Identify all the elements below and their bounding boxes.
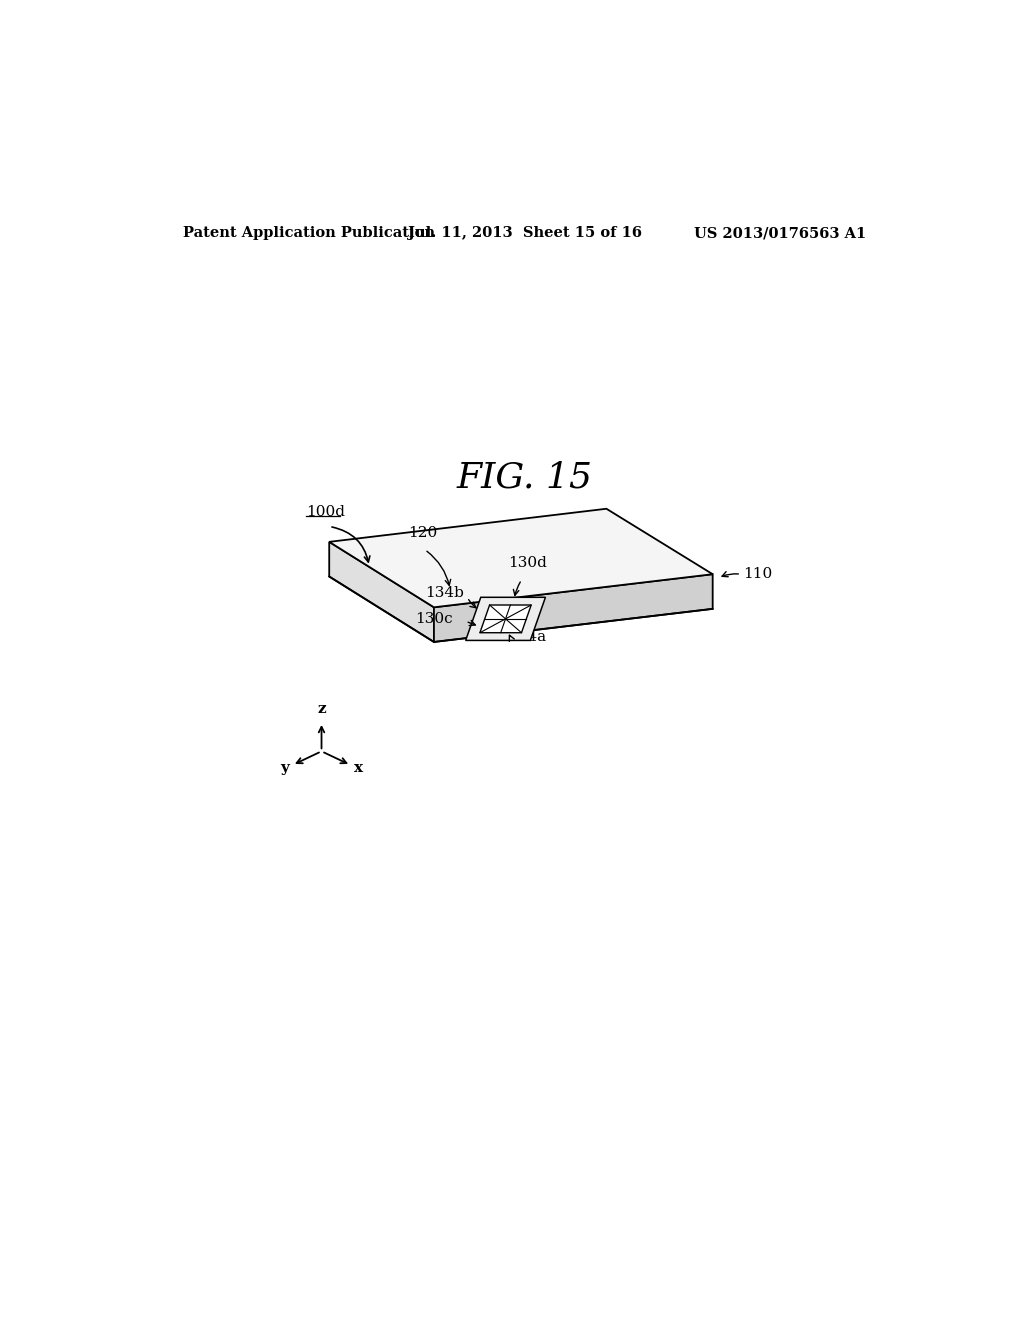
Polygon shape [330,543,434,642]
Polygon shape [480,605,531,632]
Text: FIG. 15: FIG. 15 [457,461,593,495]
Text: 120: 120 [408,525,437,540]
Polygon shape [434,574,713,642]
Text: z: z [317,702,326,715]
Polygon shape [466,598,546,640]
Polygon shape [330,508,713,607]
Text: Patent Application Publication: Patent Application Publication [183,226,435,240]
Text: US 2013/0176563 A1: US 2013/0176563 A1 [694,226,866,240]
Text: 100d: 100d [306,506,345,519]
Text: x: x [354,762,364,775]
Text: 110: 110 [743,568,773,581]
Text: 130c: 130c [416,612,453,626]
Text: 134b: 134b [425,586,464,601]
Text: 130d: 130d [508,556,547,570]
Text: 134a: 134a [508,631,546,644]
Text: y: y [281,762,289,775]
Text: Jul. 11, 2013  Sheet 15 of 16: Jul. 11, 2013 Sheet 15 of 16 [408,226,642,240]
